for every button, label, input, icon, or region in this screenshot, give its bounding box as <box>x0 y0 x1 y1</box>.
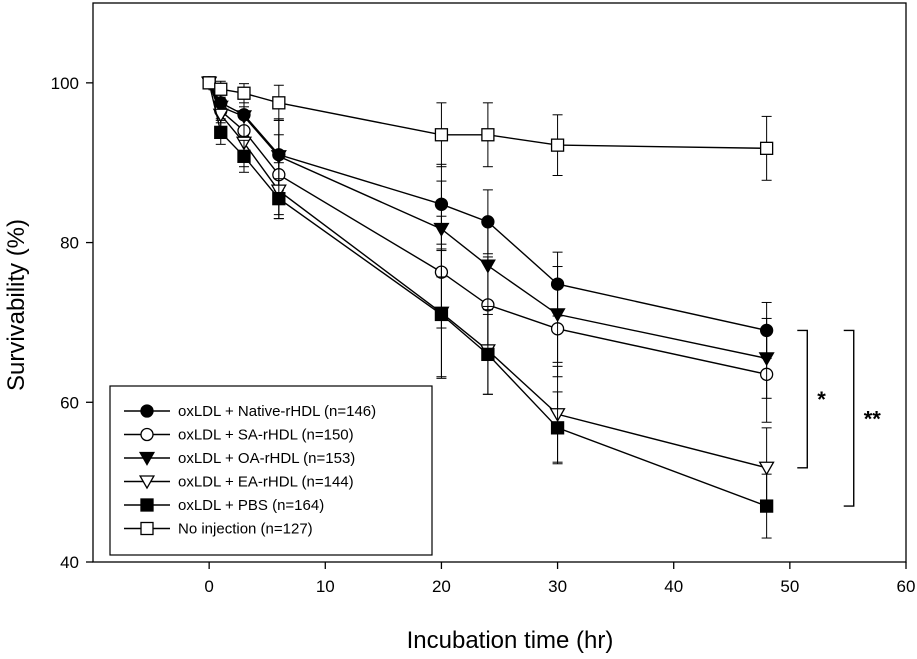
data-point <box>237 86 251 100</box>
significance-layer: *** <box>797 329 882 507</box>
data-point <box>272 191 286 206</box>
series-line <box>208 82 767 469</box>
legend-label: oxLDL + Native-rHDL (n=146) <box>178 403 376 420</box>
y-tick-label: 80 <box>60 234 79 253</box>
legend-label: oxLDL + PBS (n=164) <box>178 497 324 514</box>
x-tick-label: 20 <box>432 577 451 596</box>
data-point <box>202 76 216 90</box>
x-tick-label: 50 <box>780 577 799 596</box>
legend-label: No injection (n=127) <box>178 521 313 538</box>
data-point <box>481 347 495 362</box>
series-layer <box>201 76 775 539</box>
data-point <box>759 499 774 513</box>
x-tick-label: 60 <box>897 577 916 596</box>
x-axis: 0 10 20 30 40 50 60 <box>204 562 915 596</box>
legend-marker <box>140 498 154 512</box>
legend-item: oxLDL + EA-rHDL (n=144) <box>124 474 354 491</box>
data-point <box>214 82 228 96</box>
legend-marker <box>140 404 154 418</box>
bracket-line <box>843 329 855 507</box>
data-point <box>214 125 228 140</box>
x-axis-label: Incubation time (hr) <box>407 627 614 654</box>
significance-label: * <box>817 387 826 412</box>
x-tick-label: 10 <box>316 577 335 596</box>
legend-marker <box>140 521 154 536</box>
series-6 <box>202 76 774 181</box>
legend-label: oxLDL + OA-rHDL (n=153) <box>178 450 355 467</box>
significance-bracket-2: ** <box>843 329 882 507</box>
legend-item: oxLDL + Native-rHDL (n=146) <box>124 403 376 420</box>
significance-label: ** <box>864 406 882 431</box>
legend-label: oxLDL + EA-rHDL (n=144) <box>178 474 354 491</box>
data-point <box>433 222 450 237</box>
legend-item: oxLDL + PBS (n=164) <box>124 497 324 514</box>
y-tick-label: 40 <box>60 553 79 572</box>
legend-item: No injection (n=127) <box>124 521 313 538</box>
plot-border <box>92 2 907 563</box>
y-axis: 40 60 80 100 <box>51 74 93 572</box>
data-point <box>481 128 495 142</box>
data-point <box>758 461 775 476</box>
legend-item: oxLDL + SA-rHDL (n=150) <box>124 427 354 444</box>
data-point <box>235 110 253 125</box>
y-tick-label: 60 <box>60 393 79 412</box>
y-axis-label: Survivability (%) <box>3 219 30 391</box>
data-point <box>434 128 449 142</box>
data-point <box>549 308 566 323</box>
legend-marker <box>140 427 154 442</box>
data-point <box>550 421 565 435</box>
legend-item: oxLDL + OA-rHDL (n=153) <box>124 450 355 467</box>
bracket-line <box>797 329 808 469</box>
data-point <box>759 141 774 155</box>
legend: oxLDL + Native-rHDL (n=146) oxLDL + SA-rH… <box>109 385 433 556</box>
significance-bracket-1: * <box>797 329 826 469</box>
x-tick-label: 0 <box>204 577 213 596</box>
x-tick-label: 40 <box>664 577 683 596</box>
data-point <box>758 352 775 367</box>
series-line <box>208 82 767 360</box>
data-point <box>270 150 287 165</box>
x-tick-label: 30 <box>548 577 567 596</box>
data-point <box>479 259 496 274</box>
legend-marker <box>138 451 156 466</box>
data-point <box>434 307 449 322</box>
legend-box <box>109 385 433 556</box>
plot-frame <box>92 2 907 563</box>
data-point <box>272 96 286 110</box>
legend-marker <box>138 475 156 490</box>
legend-label: oxLDL + SA-rHDL (n=150) <box>178 427 354 444</box>
data-point <box>237 149 251 163</box>
y-tick-label: 100 <box>51 74 79 93</box>
data-point <box>550 138 565 152</box>
